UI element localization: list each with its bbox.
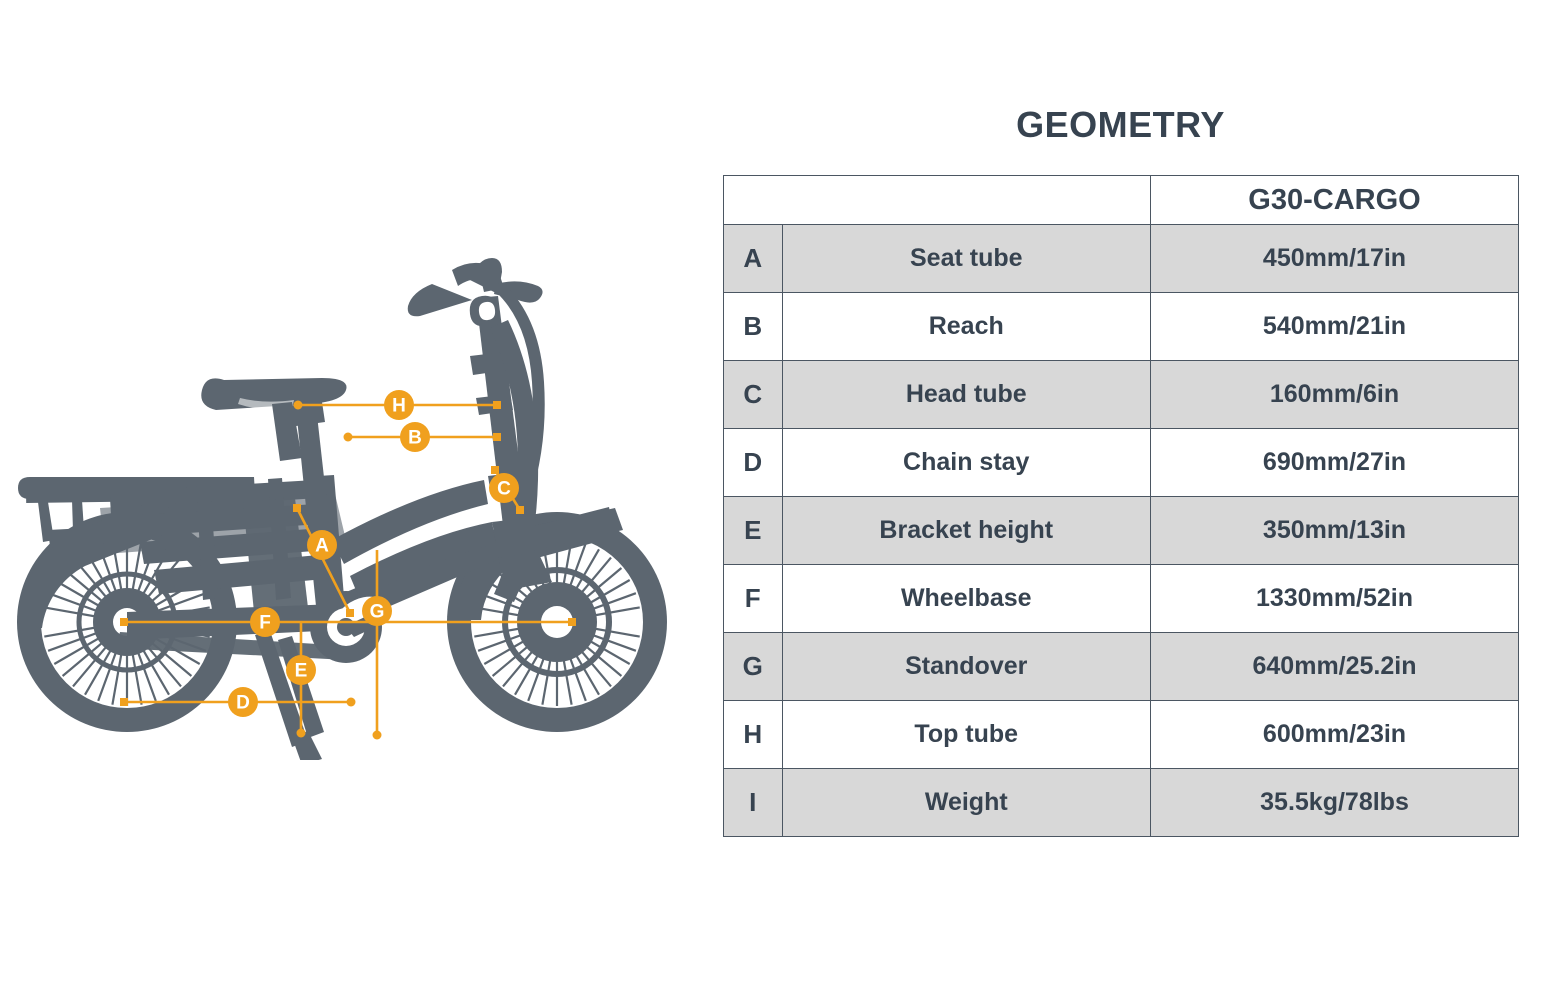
row-name: Chain stay <box>781 428 1151 497</box>
table-row: E Bracket height 350mm/13in <box>723 496 1519 565</box>
callout-badge-e: E <box>286 655 316 685</box>
callout-badge-g: G <box>362 596 392 626</box>
callout-circle <box>489 473 519 503</box>
row-letter: A <box>723 224 783 293</box>
callout-badge-f: F <box>250 607 280 637</box>
row-name: Top tube <box>781 700 1151 769</box>
bike-geometry-diagram: A B C D E F G H <box>0 240 700 760</box>
callout-circle <box>307 530 337 560</box>
callout-label: A <box>315 536 329 557</box>
geometry-table: G30-CARGO A Seat tube 450mm/17in B Reach 540m… <box>723 175 1519 837</box>
row-value: 1330mm/52in <box>1150 564 1519 633</box>
callout-label: F <box>259 613 271 634</box>
callout-circle <box>384 390 414 420</box>
measurement-endpoints <box>120 400 576 740</box>
table-row: F Wheelbase 1330mm/52in <box>723 564 1519 633</box>
callout-badge-h: H <box>384 390 414 420</box>
row-value: 690mm/27in <box>1150 428 1519 497</box>
row-value: 540mm/21in <box>1150 292 1519 361</box>
callout-label: B <box>408 428 422 449</box>
callout-label: G <box>370 602 385 623</box>
handlebar <box>407 258 545 500</box>
callout-badges: A B C D E F G H <box>228 390 519 717</box>
row-letter: D <box>723 428 783 497</box>
table-row: I Weight 35.5kg/78lbs <box>723 768 1519 837</box>
row-letter: C <box>723 360 783 429</box>
callout-circle <box>400 422 430 452</box>
row-name: Wheelbase <box>781 564 1151 633</box>
table-row: H Top tube 600mm/23in <box>723 700 1519 769</box>
row-value: 600mm/23in <box>1150 700 1519 769</box>
page-title: GEOMETRY <box>1016 104 1225 145</box>
callout-label: D <box>236 693 250 714</box>
kickstand <box>255 631 308 747</box>
row-name: Seat tube <box>781 224 1151 293</box>
row-name: Head tube <box>781 360 1151 429</box>
row-letter: E <box>723 496 783 565</box>
callout-label: H <box>392 396 406 417</box>
table-row: A Seat tube 450mm/17in <box>723 224 1519 293</box>
bike-body <box>17 258 667 760</box>
row-value: 350mm/13in <box>1150 496 1519 565</box>
table-row: B Reach 540mm/21in <box>723 292 1519 361</box>
row-letter: B <box>723 292 783 361</box>
row-value: 640mm/25.2in <box>1150 632 1519 701</box>
row-letter: G <box>723 632 783 701</box>
row-letter: F <box>723 564 783 633</box>
measure-line-A <box>295 507 352 614</box>
callout-circle <box>250 607 280 637</box>
table-row: C Head tube 160mm/6in <box>723 360 1519 429</box>
row-name: Weight <box>781 768 1151 837</box>
row-name: Bracket height <box>781 496 1151 565</box>
callout-badge-c: C <box>489 473 519 503</box>
callout-circle <box>286 655 316 685</box>
callout-label: C <box>497 479 511 500</box>
row-letter: H <box>723 700 783 769</box>
table-row: G Standover 640mm/25.2in <box>723 632 1519 701</box>
callout-circle <box>228 687 258 717</box>
table-header-row: G30-CARGO <box>723 175 1519 225</box>
row-value: 450mm/17in <box>1150 224 1519 293</box>
row-name: Standover <box>781 632 1151 701</box>
row-letter: I <box>723 768 783 837</box>
row-value: 35.5kg/78lbs <box>1150 768 1519 837</box>
header-letter-cell <box>723 175 782 225</box>
callout-label: E <box>295 661 308 682</box>
row-value: 160mm/6in <box>1150 360 1519 429</box>
callout-badge-b: B <box>400 422 430 452</box>
header-model-cell: G30-CARGO <box>1150 175 1519 225</box>
callout-circle <box>362 596 392 626</box>
callout-badge-a: A <box>307 530 337 560</box>
row-name: Reach <box>781 292 1151 361</box>
header-name-cell <box>782 175 1151 225</box>
table-row: D Chain stay 690mm/27in <box>723 428 1519 497</box>
callout-badge-d: D <box>228 687 258 717</box>
frame <box>100 402 520 660</box>
seatpost <box>272 402 302 461</box>
